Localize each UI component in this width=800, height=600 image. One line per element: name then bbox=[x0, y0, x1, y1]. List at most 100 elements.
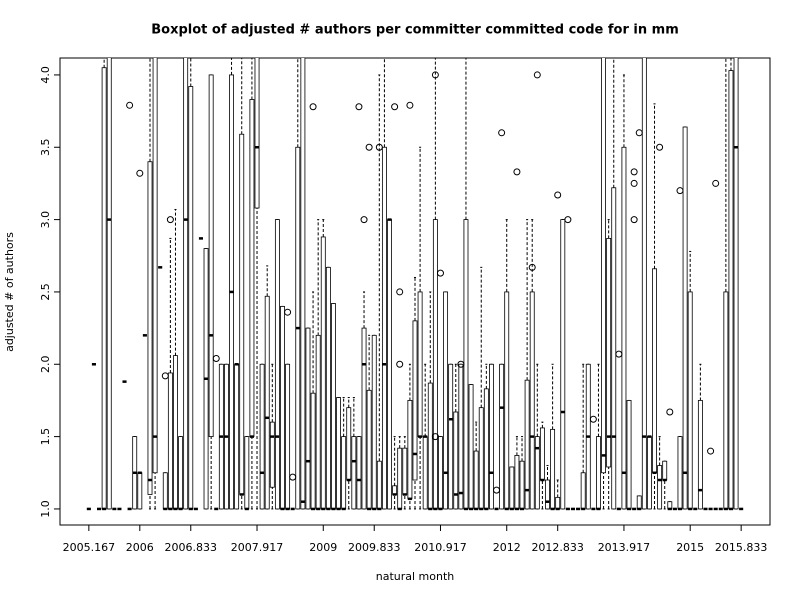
y-tick-label: 3.5 bbox=[39, 139, 52, 157]
outlier bbox=[136, 169, 144, 177]
box bbox=[641, 58, 647, 510]
box bbox=[259, 363, 265, 510]
box bbox=[499, 363, 505, 510]
outlier bbox=[396, 288, 404, 296]
outlier bbox=[289, 473, 297, 481]
box bbox=[315, 334, 321, 510]
box bbox=[677, 436, 683, 510]
box bbox=[636, 495, 642, 510]
box bbox=[432, 219, 438, 510]
outlier bbox=[436, 269, 444, 277]
box bbox=[514, 455, 520, 510]
box bbox=[580, 472, 586, 510]
outlier bbox=[391, 103, 399, 111]
box bbox=[264, 295, 270, 510]
box bbox=[325, 266, 331, 510]
box bbox=[371, 334, 377, 510]
box bbox=[244, 436, 250, 510]
box bbox=[539, 427, 545, 481]
outlier bbox=[564, 216, 572, 224]
outlier bbox=[630, 168, 638, 176]
x-tick-label: 2015.833 bbox=[715, 541, 768, 554]
box bbox=[397, 447, 403, 510]
x-tick-label: 2010.917 bbox=[414, 541, 467, 554]
x-tick-label: 2013.917 bbox=[598, 541, 651, 554]
outlier bbox=[528, 263, 536, 271]
box bbox=[473, 450, 479, 510]
outlier bbox=[360, 216, 368, 224]
y-tick-label: 2.5 bbox=[39, 283, 52, 301]
box bbox=[611, 187, 617, 510]
outlier bbox=[457, 360, 465, 368]
outlier bbox=[166, 216, 174, 224]
box bbox=[733, 58, 739, 510]
box bbox=[101, 67, 107, 510]
outlier bbox=[615, 350, 623, 358]
box bbox=[336, 397, 341, 510]
outlier bbox=[513, 168, 521, 176]
outlier bbox=[589, 415, 597, 423]
plot-area bbox=[86, 58, 744, 511]
outlier bbox=[712, 179, 720, 187]
box bbox=[458, 363, 464, 510]
box bbox=[463, 219, 469, 510]
box bbox=[524, 379, 530, 510]
outlier bbox=[161, 372, 169, 380]
box bbox=[356, 436, 362, 510]
outlier bbox=[498, 129, 506, 137]
outlier bbox=[396, 360, 404, 368]
box bbox=[443, 291, 449, 510]
box bbox=[208, 74, 214, 438]
box bbox=[478, 407, 484, 510]
box bbox=[697, 400, 703, 510]
box bbox=[417, 291, 423, 438]
box bbox=[346, 407, 352, 481]
outlier bbox=[707, 447, 715, 455]
box bbox=[249, 99, 255, 438]
x-tick-label: 2015 bbox=[676, 541, 704, 554]
y-tick-label: 1.0 bbox=[39, 500, 52, 517]
box bbox=[280, 306, 285, 510]
box bbox=[534, 436, 540, 510]
box bbox=[422, 436, 428, 510]
outlier bbox=[284, 308, 292, 316]
outlier bbox=[431, 433, 439, 441]
box bbox=[351, 436, 357, 510]
box bbox=[504, 291, 510, 510]
box bbox=[162, 472, 168, 510]
x-tick-label: 2009.833 bbox=[348, 541, 401, 554]
box bbox=[178, 436, 184, 510]
box bbox=[300, 58, 306, 510]
box bbox=[137, 472, 143, 510]
box bbox=[427, 382, 433, 510]
x-axis-label: natural month bbox=[376, 570, 455, 583]
box bbox=[652, 268, 657, 474]
box bbox=[728, 70, 734, 510]
box bbox=[402, 447, 408, 495]
outlier bbox=[309, 103, 317, 111]
box bbox=[555, 496, 561, 510]
box bbox=[448, 363, 454, 510]
box bbox=[646, 436, 652, 510]
box bbox=[407, 400, 413, 500]
box bbox=[341, 436, 347, 510]
box bbox=[626, 400, 632, 510]
box bbox=[381, 146, 387, 510]
y-tick-label: 1.5 bbox=[39, 428, 52, 446]
x-tick-label: 2006.833 bbox=[165, 541, 218, 554]
box bbox=[483, 388, 489, 510]
box bbox=[682, 126, 688, 510]
outlier bbox=[493, 486, 501, 494]
box bbox=[468, 384, 474, 510]
outlier bbox=[212, 354, 220, 362]
box bbox=[274, 219, 280, 510]
box bbox=[234, 363, 240, 510]
box bbox=[453, 411, 459, 510]
outlier bbox=[355, 103, 363, 111]
box bbox=[147, 161, 153, 495]
outlier bbox=[666, 408, 674, 416]
outlier bbox=[126, 101, 134, 109]
box bbox=[519, 460, 525, 510]
box bbox=[489, 363, 494, 510]
